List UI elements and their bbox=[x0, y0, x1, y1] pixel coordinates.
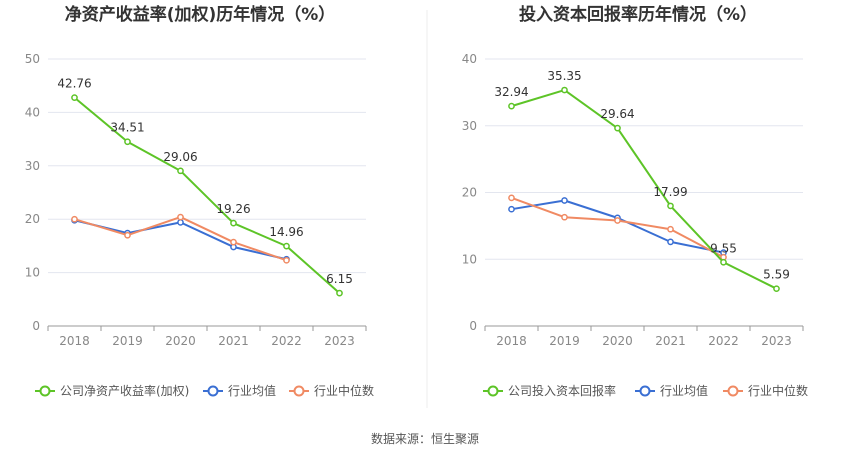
roic-chart-panel: 投入资本回报率历年情况（%） 0 10 20 30 40 2018 2019 2020 2021 2… bbox=[462, 4, 808, 398]
y-tick-label: 40 bbox=[25, 105, 40, 119]
y-tick-label: 50 bbox=[25, 52, 40, 66]
legend-label: 行业中位数 bbox=[314, 383, 374, 398]
data-label: 34.51 bbox=[110, 121, 144, 135]
legend-item[interactable]: 行业中位数 bbox=[289, 383, 374, 398]
data-point bbox=[508, 205, 515, 213]
roe-chart-panel: 净资产收益率(加权)历年情况（%） 0 10 20 30 40 50 2018 2019 2020… bbox=[25, 4, 374, 398]
data-point bbox=[177, 219, 184, 226]
chart-title: 投入资本回报率历年情况（%） bbox=[519, 4, 757, 25]
series-line bbox=[511, 89, 777, 290]
x-tick-label: 2023 bbox=[324, 334, 355, 348]
data-label: 35.35 bbox=[547, 69, 581, 83]
y-tick-label: 20 bbox=[25, 212, 40, 226]
data-point bbox=[614, 124, 621, 132]
x-tick-label: 2020 bbox=[165, 334, 196, 348]
data-point bbox=[230, 219, 237, 227]
y-tick-label: 10 bbox=[25, 266, 40, 280]
series-line bbox=[73, 96, 341, 294]
x-tick-label: 2018 bbox=[59, 334, 90, 348]
data-point bbox=[561, 86, 568, 94]
data-point bbox=[283, 256, 290, 264]
data-label: 29.06 bbox=[163, 150, 197, 164]
data-point bbox=[336, 289, 343, 297]
data-point bbox=[124, 231, 131, 239]
legend-swatch-marker bbox=[727, 385, 739, 397]
data-label: 17.99 bbox=[653, 185, 687, 199]
data-point bbox=[177, 167, 184, 175]
data-label: 14.96 bbox=[269, 225, 303, 239]
series-line bbox=[74, 219, 287, 261]
legend-swatch-marker bbox=[639, 385, 651, 397]
data-source-text: 数据来源：恒生聚源 bbox=[371, 431, 479, 446]
x-tick-label: 2020 bbox=[602, 334, 633, 348]
data-label: 42.76 bbox=[57, 77, 91, 91]
legend-item[interactable]: 公司净资产收益率(加权) bbox=[35, 383, 189, 398]
y-tick-label: 30 bbox=[25, 159, 40, 173]
data-point bbox=[508, 102, 515, 110]
x-tick-label: 2021 bbox=[218, 334, 249, 348]
y-tick-label: 0 bbox=[32, 319, 40, 333]
legend-item[interactable]: 行业中位数 bbox=[723, 383, 808, 398]
data-point bbox=[230, 238, 237, 246]
data-point bbox=[720, 258, 727, 266]
legend-item[interactable]: 行业均值 bbox=[635, 383, 708, 398]
data-label: 19.26 bbox=[216, 202, 250, 216]
legend-item[interactable]: 公司投入资本回报率 bbox=[483, 383, 616, 398]
data-point bbox=[561, 197, 568, 204]
data-point bbox=[508, 194, 515, 202]
x-tick-label: 2023 bbox=[761, 334, 792, 348]
data-point bbox=[667, 225, 674, 233]
legend-label: 公司净资产收益率(加权) bbox=[60, 383, 189, 398]
data-point bbox=[283, 242, 290, 250]
x-tick-label: 2022 bbox=[271, 334, 302, 348]
data-point bbox=[667, 238, 674, 246]
y-tick-label: 30 bbox=[462, 119, 477, 133]
y-tick-label: 40 bbox=[462, 52, 477, 66]
y-tick-label: 20 bbox=[462, 186, 477, 200]
legend-swatch-marker bbox=[207, 385, 219, 397]
legend-item[interactable]: 行业均值 bbox=[203, 383, 276, 398]
data-label: 9.55 bbox=[710, 241, 737, 255]
legend-label: 行业均值 bbox=[228, 383, 276, 398]
data-label: 6.15 bbox=[326, 272, 353, 286]
data-label: 29.64 bbox=[600, 107, 634, 121]
data-label: 5.59 bbox=[763, 268, 790, 282]
data-label: 32.94 bbox=[494, 85, 528, 99]
legend-label: 公司投入资本回报率 bbox=[508, 383, 616, 398]
x-tick-label: 2021 bbox=[655, 334, 686, 348]
legend-swatch-marker bbox=[487, 385, 499, 397]
data-point bbox=[71, 94, 78, 102]
data-point bbox=[773, 285, 780, 293]
legend-label: 行业中位数 bbox=[748, 383, 808, 398]
data-point bbox=[561, 213, 568, 221]
data-point bbox=[71, 215, 78, 223]
legend-swatch-marker bbox=[293, 385, 305, 397]
data-point bbox=[177, 213, 184, 221]
x-tick-label: 2019 bbox=[549, 334, 580, 348]
legend-swatch-marker bbox=[39, 385, 51, 397]
legend-label: 行业均值 bbox=[660, 383, 708, 398]
data-point bbox=[614, 217, 621, 224]
x-tick-label: 2018 bbox=[496, 334, 527, 348]
y-tick-label: 10 bbox=[462, 252, 477, 266]
x-tick-label: 2022 bbox=[708, 334, 739, 348]
data-point bbox=[667, 202, 674, 210]
x-tick-label: 2019 bbox=[112, 334, 143, 348]
data-point bbox=[124, 138, 131, 146]
chart-title: 净资产收益率(加权)历年情况（%） bbox=[65, 4, 336, 25]
series-line bbox=[511, 199, 724, 254]
y-tick-label: 0 bbox=[469, 319, 477, 333]
